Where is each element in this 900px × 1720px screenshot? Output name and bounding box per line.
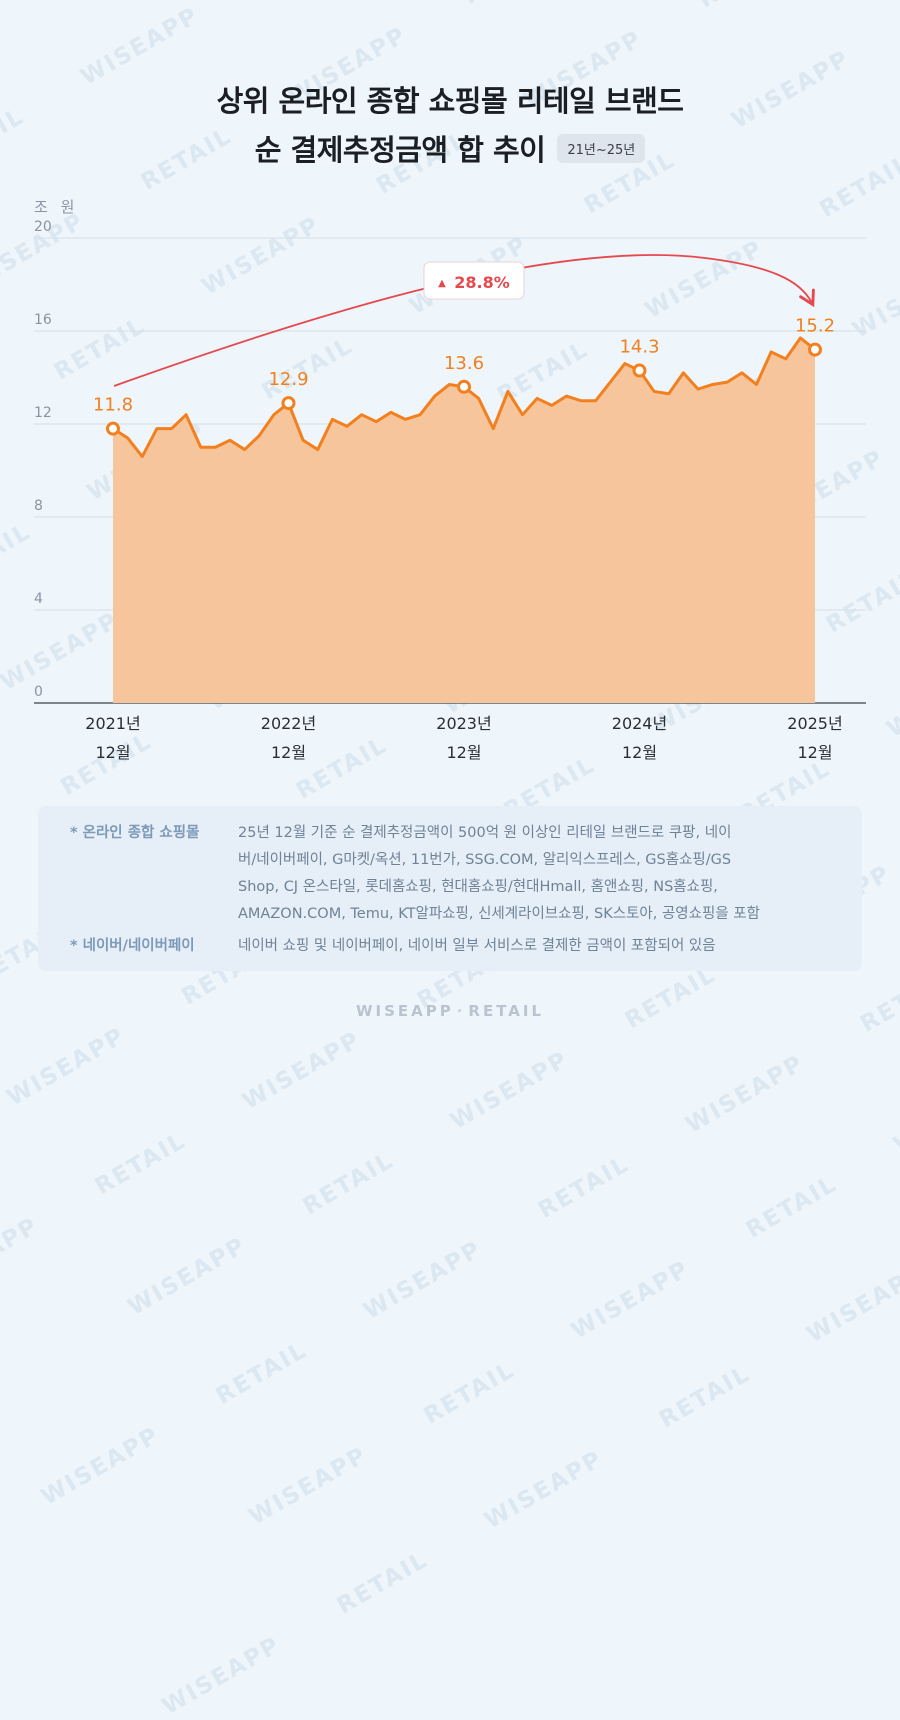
x-tick-label-year: 2025년: [787, 714, 842, 733]
y-tick-label: 16: [34, 312, 52, 328]
watermark-text: RETAIL: [332, 1546, 433, 1620]
footnote-line: Shop, CJ 온스타일, 롯데홈쇼핑, 현대홈쇼핑/현대Hmall, 홈앤쇼…: [238, 879, 718, 895]
watermark-text: WISEAPP: [0, 1212, 44, 1302]
chart-title-line1: 상위 온라인 종합 쇼핑몰 리테일 브랜드: [216, 84, 684, 118]
footnote-key: * 온라인 종합 쇼핑몰: [70, 825, 200, 841]
y-tick-label: 0: [34, 684, 43, 700]
footer-brand-left: WISEAPP: [355, 1002, 454, 1020]
footnote-line: AMAZON.COM, Temu, KT알파쇼핑, 신세계라이브쇼핑, SK스토…: [238, 906, 760, 922]
watermark-text: WISEAPP: [359, 1236, 487, 1325]
watermark-text: WISEAPP: [0, 813, 9, 902]
data-label: 12.9: [268, 369, 308, 390]
y-tick-label: 8: [34, 498, 43, 514]
watermark-text: WISEAPP: [123, 1232, 251, 1321]
data-label: 14.3: [619, 337, 659, 358]
x-tick-label-month: 12월: [95, 743, 130, 762]
area-fill: [113, 337, 815, 703]
chart-title-line2: 순 결제추정금액 합 추이 21년~25년: [0, 127, 900, 169]
watermark-text: WISEAPP: [37, 1422, 165, 1511]
watermark-text: WISEAPP: [681, 1050, 809, 1139]
y-axis-unit: 조 원: [34, 198, 79, 216]
footnote-line: 버/네이버페이, G마켓/옥션, 11번가, SSG.COM, 알리익스프레스,…: [238, 852, 732, 868]
x-tick-label-year: 2021년: [85, 714, 140, 733]
footer-brand-right: RETAIL: [468, 1002, 545, 1020]
watermark-text: RETAIL: [211, 1337, 312, 1410]
watermark-text: RETAIL: [90, 1127, 191, 1201]
data-point-marker: [106, 421, 120, 436]
x-tick-label-year: 2024년: [612, 714, 667, 733]
footnote-line: 네이버 쇼핑 및 네이버페이, 네이버 일부 서비스로 결제한 금액이 포함되어…: [238, 938, 716, 954]
growth-badge: [423, 261, 525, 300]
data-label: 13.6: [444, 353, 484, 374]
watermark-text: RETAIL: [298, 1147, 399, 1221]
data-point-marker: [457, 379, 471, 394]
watermark-text: WISEAPP: [802, 1259, 900, 1349]
x-tick-label-month: 12월: [446, 743, 481, 762]
x-tick-label-month: 12월: [622, 743, 657, 762]
growth-up-icon: ▲: [438, 278, 446, 289]
data-label: 11.8: [93, 395, 133, 416]
data-label: 15.2: [795, 316, 835, 337]
footnote-line: 25년 12월 기준 순 결제추정금액이 500억 원 이상인 리테일 브랜드로…: [238, 825, 732, 841]
footnote-text: 네이버 쇼핑 및 네이버페이, 네이버 일부 서비스로 결제한 금액이 포함되어…: [238, 933, 838, 960]
watermark-text: WISEAPP: [2, 1022, 130, 1112]
footnote-key: * 네이버/네이버페이: [70, 938, 195, 954]
y-tick-label: 4: [34, 591, 43, 607]
x-tick-label-month: 12월: [797, 743, 832, 762]
watermark-text: RETAIL: [741, 1170, 842, 1244]
period-badge: 21년~25년: [557, 133, 646, 163]
area-chart: 0 4 8 12 16 20 11.8 12.9 13.6 14.3 15.2 2021년 12월 202…: [34, 219, 866, 762]
watermark-text: RETAIL: [620, 961, 721, 1034]
growth-label: 28.8%: [454, 273, 510, 292]
footer-brand: WISEAPP · RETAIL: [355, 1002, 545, 1020]
watermark-text: WISEAPP: [889, 1070, 900, 1159]
footnote-box: * 온라인 종합 쇼핑몰 25년 12월 기준 순 결제추정금액이 500억 원 …: [38, 806, 862, 971]
x-tick-label-year: 2022년: [261, 714, 316, 733]
data-point-marker: [281, 396, 296, 411]
y-tick-label: 12: [34, 405, 52, 421]
footnote-text: 25년 12월 기준 순 결제추정금액이 500억 원 이상인 리테일 브랜드로…: [238, 820, 838, 928]
watermark-text: RETAIL: [654, 1360, 755, 1434]
data-point-marker: [808, 342, 822, 357]
watermark-text: WISEAPP: [244, 1442, 372, 1531]
y-tick-label: 20: [34, 219, 52, 235]
watermark-text: WISEAPP: [238, 1026, 366, 1116]
data-point-marker: [632, 363, 647, 378]
watermark-text: WISEAPP: [566, 1256, 695, 1345]
x-tick-label-month: 12월: [271, 743, 306, 762]
growth-arrow: [113, 254, 815, 387]
watermark-text: WISEAPP: [445, 1046, 574, 1135]
watermark-text: WISEAPP: [480, 1445, 608, 1535]
watermark-text: RETAIL: [533, 1151, 634, 1224]
watermark-text: RETAIL: [419, 1356, 520, 1430]
x-tick-label-year: 2023년: [436, 714, 491, 733]
watermark-text: WISEAPP: [158, 1631, 286, 1720]
